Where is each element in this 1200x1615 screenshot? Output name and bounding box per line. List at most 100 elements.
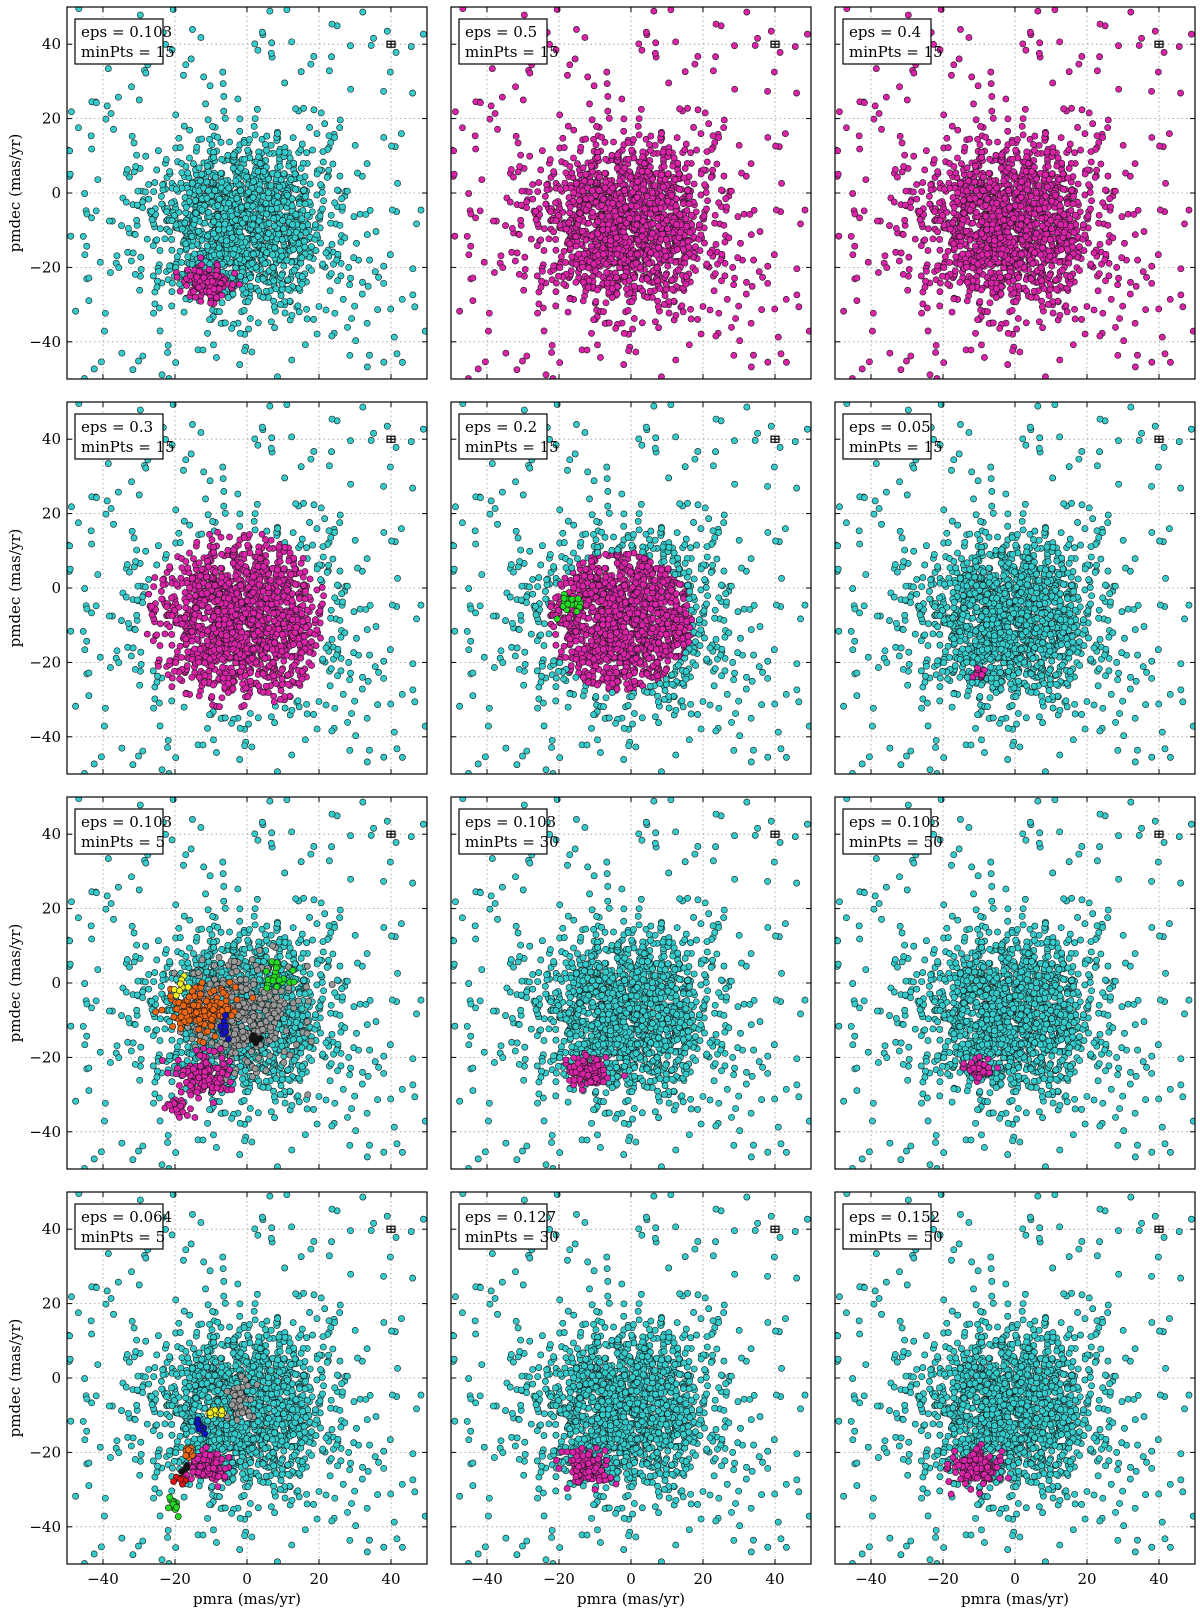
data-point — [85, 297, 93, 305]
data-point — [633, 250, 641, 258]
data-point — [526, 152, 534, 160]
data-point — [168, 302, 176, 310]
data-point — [718, 277, 725, 285]
data-point — [532, 216, 540, 224]
data-point — [547, 208, 555, 216]
data-point — [226, 138, 233, 146]
data-point — [1035, 141, 1043, 149]
data-point — [608, 285, 616, 293]
data-point — [717, 256, 725, 264]
data-point — [936, 302, 944, 310]
cluster-point-cluster — [197, 297, 205, 305]
data-point — [210, 230, 218, 238]
data-point — [664, 170, 672, 178]
data-point — [552, 288, 560, 296]
data-point — [265, 175, 272, 183]
data-point — [692, 208, 700, 216]
data-point — [212, 173, 219, 181]
data-point — [608, 151, 616, 159]
data-point — [629, 325, 636, 333]
data-point — [580, 177, 588, 185]
data-point — [195, 164, 203, 172]
data-point — [277, 292, 285, 299]
data-point — [230, 151, 238, 159]
data-point — [734, 213, 742, 221]
data-point — [322, 249, 330, 257]
data-point — [306, 124, 313, 131]
data-point — [632, 259, 640, 267]
data-point — [142, 152, 150, 160]
data-point — [346, 351, 354, 359]
data-point — [639, 186, 647, 194]
data-point — [517, 151, 525, 159]
data-point — [288, 38, 296, 46]
data-point — [413, 220, 420, 228]
data-point — [956, 179, 964, 187]
data-point — [518, 187, 526, 195]
data-point — [559, 134, 567, 142]
data-point — [652, 205, 659, 213]
data-point — [771, 305, 779, 313]
data-point — [750, 206, 758, 214]
data-point — [597, 354, 604, 361]
data-point — [515, 231, 523, 239]
data-point — [922, 277, 929, 285]
data-point — [628, 298, 636, 306]
data-point — [128, 132, 136, 140]
data-point — [172, 359, 180, 367]
data-point — [624, 139, 632, 147]
data-point — [742, 172, 750, 180]
data-point — [297, 164, 305, 172]
data-point — [718, 186, 725, 194]
data-point — [925, 225, 932, 233]
data-point — [265, 230, 272, 237]
data-point — [770, 251, 778, 259]
data-point — [712, 20, 720, 28]
data-point — [122, 198, 130, 206]
data-point — [166, 262, 174, 270]
data-point — [567, 267, 575, 275]
data-point — [487, 102, 495, 110]
data-point — [613, 164, 621, 172]
data-point — [221, 220, 229, 228]
data-point — [527, 235, 535, 243]
data-point — [936, 279, 944, 287]
data-point — [225, 199, 233, 207]
data-point — [288, 195, 296, 203]
data-point — [557, 253, 565, 261]
data-point — [526, 188, 533, 196]
data-point — [156, 327, 164, 335]
cluster-point-cluster — [193, 273, 201, 281]
data-point — [970, 100, 977, 108]
data-point — [296, 174, 304, 182]
data-point — [67, 147, 74, 155]
data-point — [213, 354, 220, 361]
data-point — [638, 233, 646, 240]
data-point — [541, 225, 548, 233]
data-point — [613, 250, 621, 258]
data-point — [67, 232, 75, 240]
data-point — [623, 285, 630, 293]
data-point — [687, 315, 695, 323]
data-point — [331, 199, 339, 207]
data-point — [704, 197, 711, 205]
data-point — [221, 212, 229, 220]
data-point — [621, 186, 628, 194]
data-point — [329, 160, 337, 168]
data-point — [703, 148, 711, 155]
data-point — [409, 89, 416, 97]
data-point — [124, 224, 132, 232]
data-point — [83, 242, 91, 250]
data-point — [1076, 208, 1084, 216]
data-point — [267, 49, 275, 57]
data-point — [1023, 186, 1031, 194]
data-point — [625, 155, 633, 163]
data-point — [667, 7, 675, 14]
data-point — [118, 349, 126, 357]
data-point — [254, 46, 262, 54]
data-point — [608, 294, 616, 301]
data-point — [407, 43, 415, 50]
data-point — [538, 147, 546, 155]
data-point — [153, 166, 161, 174]
